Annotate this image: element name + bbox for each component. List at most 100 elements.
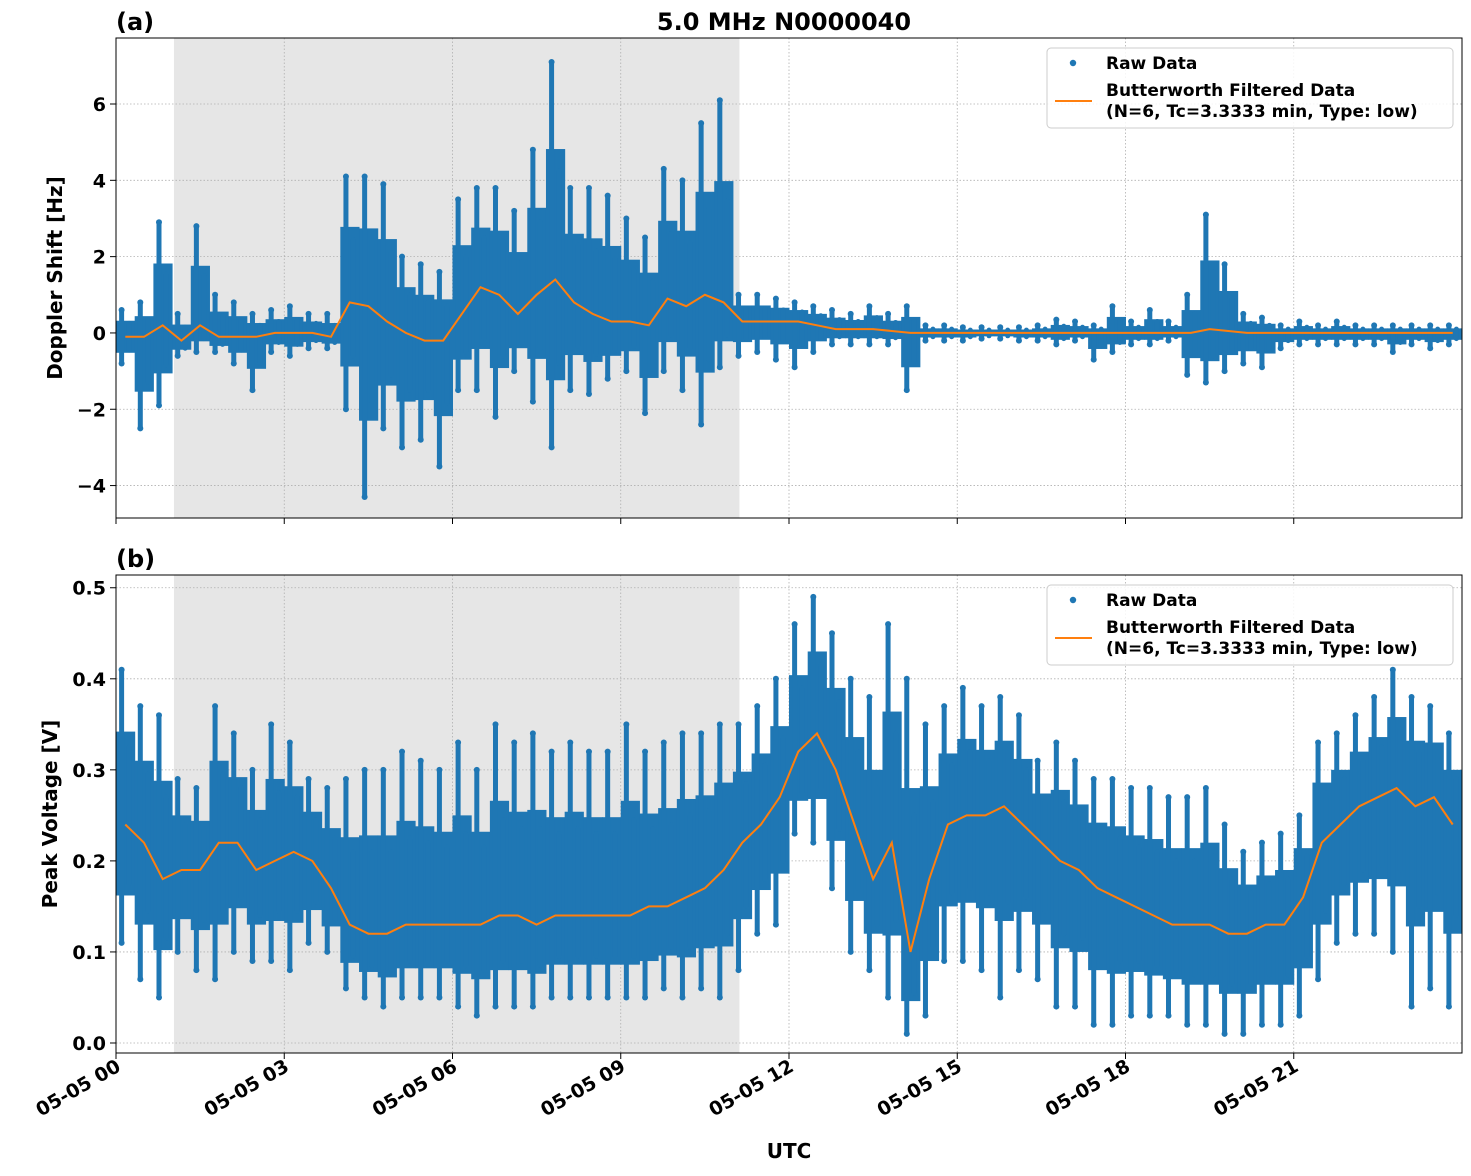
x-tick-labels: 05-05 00 05-05 03 05-05 06 05-05 09 05-05 12…	[32, 1055, 1302, 1121]
raw-data-point	[548, 444, 555, 451]
raw-data-point	[772, 295, 779, 302]
raw-data-point	[193, 349, 200, 356]
raw-data-point	[1315, 322, 1322, 329]
raw-data-core	[714, 782, 734, 947]
raw-data-point	[660, 165, 667, 172]
raw-data-point	[174, 352, 181, 359]
panel-label: (b)	[116, 545, 155, 573]
x-tick-label: 05-05 21	[1210, 1055, 1302, 1121]
raw-data-core	[489, 800, 510, 971]
raw-data-point	[997, 994, 1004, 1001]
raw-data-point	[1389, 349, 1396, 356]
raw-data-point	[847, 341, 854, 348]
raw-data-core	[602, 245, 622, 356]
raw-data-core	[1088, 328, 1108, 349]
raw-data-point	[1053, 341, 1060, 348]
raw-data-point	[286, 739, 293, 746]
raw-data-point	[642, 410, 649, 417]
raw-data-point	[716, 364, 723, 371]
legend-raw-marker	[1069, 59, 1077, 67]
raw-data-point	[1221, 821, 1228, 828]
raw-data-point	[492, 413, 499, 420]
raw-data-point	[1072, 1003, 1079, 1010]
raw-data-point	[1090, 1021, 1097, 1028]
raw-data-point	[828, 307, 835, 314]
raw-data-point	[772, 675, 779, 682]
raw-data-point	[642, 748, 649, 755]
raw-data-core	[1200, 842, 1220, 985]
y-tick-label: 6	[93, 94, 106, 116]
raw-data-point	[567, 184, 574, 191]
raw-data-point	[1389, 666, 1396, 673]
raw-data-core	[826, 687, 846, 841]
raw-data-core	[1368, 328, 1388, 340]
raw-data-point	[268, 307, 275, 314]
raw-data-point	[1258, 1021, 1265, 1028]
raw-data-point	[698, 421, 705, 428]
raw-data-core	[1424, 328, 1444, 343]
raw-data-core	[508, 811, 528, 971]
raw-data-core	[1424, 742, 1444, 912]
raw-data-point	[1109, 1021, 1116, 1028]
raw-data-point	[529, 398, 536, 405]
raw-data-point	[249, 766, 256, 773]
raw-data-core	[789, 675, 809, 801]
raw-data-point	[342, 985, 349, 992]
y-tick-label: 4	[93, 170, 106, 192]
raw-data-point	[997, 335, 1004, 342]
raw-data-core	[1275, 328, 1295, 343]
raw-data-point	[1015, 324, 1022, 331]
raw-data-point	[810, 839, 817, 846]
raw-data-core	[975, 749, 996, 909]
raw-data-point	[1258, 314, 1265, 321]
raw-data-point	[623, 215, 630, 222]
raw-data-core	[415, 826, 435, 969]
raw-data-point	[417, 994, 424, 1001]
raw-data-point	[1258, 839, 1265, 846]
raw-data-core	[134, 316, 154, 392]
raw-data-point	[604, 748, 611, 755]
raw-data-point	[249, 958, 256, 965]
raw-data-core	[1256, 323, 1276, 354]
raw-data-point	[1371, 694, 1378, 701]
raw-data-core	[396, 287, 416, 402]
raw-data-core	[527, 809, 547, 974]
raw-data-point	[885, 310, 892, 317]
raw-data-point	[1427, 985, 1434, 992]
raw-data-point	[1240, 1030, 1247, 1037]
raw-data-core	[1162, 848, 1183, 980]
raw-data-point	[623, 368, 630, 375]
raw-data-point	[212, 349, 219, 356]
raw-data-point	[1408, 322, 1415, 329]
raw-data-core	[433, 831, 453, 969]
raw-data-point	[903, 303, 910, 310]
raw-data-point	[193, 785, 200, 792]
raw-data-point	[118, 307, 125, 314]
raw-data-point	[492, 1003, 499, 1010]
raw-data-core	[172, 324, 192, 350]
raw-data-point	[885, 341, 892, 348]
raw-data-core	[489, 230, 510, 369]
raw-data-point	[810, 303, 817, 310]
raw-data-core	[302, 321, 323, 343]
raw-data-point	[380, 425, 387, 432]
raw-data-point	[1034, 337, 1041, 344]
raw-data-core	[770, 307, 790, 345]
raw-data-point	[959, 324, 966, 331]
raw-data-point	[1053, 316, 1060, 323]
raw-data-point	[399, 748, 406, 755]
raw-data-point	[529, 1003, 536, 1010]
raw-data-point	[548, 994, 555, 1001]
raw-data-point	[642, 234, 649, 241]
raw-data-point	[866, 303, 873, 310]
raw-data-point	[1315, 976, 1322, 983]
raw-data-point	[847, 675, 854, 682]
raw-data-point	[1240, 848, 1247, 855]
raw-data-point	[1165, 337, 1172, 344]
legend: Raw Data Butterworth Filtered Data(N=6, T…	[1046, 47, 1454, 129]
raw-data-core	[938, 753, 958, 907]
raw-data-point	[1296, 341, 1303, 348]
raw-data-core	[172, 815, 192, 920]
raw-data-point	[174, 775, 181, 782]
raw-data-point	[380, 181, 387, 188]
